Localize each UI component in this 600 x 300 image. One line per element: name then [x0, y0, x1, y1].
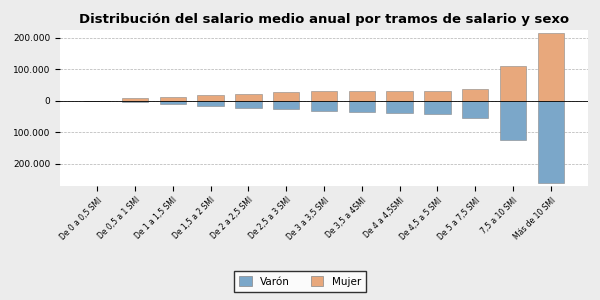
Legend: Varón, Mujer: Varón, Mujer: [234, 271, 366, 292]
Bar: [197, 95, 224, 101]
Bar: [349, 101, 375, 112]
Bar: [424, 101, 451, 113]
Bar: [122, 98, 148, 101]
Bar: [349, 91, 375, 101]
Bar: [538, 33, 564, 101]
Bar: [311, 101, 337, 111]
Bar: [386, 91, 413, 101]
Bar: [235, 94, 262, 101]
Bar: [311, 91, 337, 101]
Bar: [160, 97, 186, 101]
Bar: [538, 101, 564, 183]
Bar: [273, 92, 299, 101]
Bar: [462, 101, 488, 118]
Bar: [462, 89, 488, 101]
Bar: [424, 91, 451, 101]
Bar: [197, 101, 224, 106]
Bar: [500, 101, 526, 140]
Bar: [160, 101, 186, 104]
Bar: [235, 101, 262, 108]
Bar: [273, 101, 299, 110]
Bar: [122, 101, 148, 103]
Title: Distribución del salario medio anual por tramos de salario y sexo: Distribución del salario medio anual por…: [79, 13, 569, 26]
Bar: [386, 101, 413, 112]
Bar: [500, 66, 526, 101]
